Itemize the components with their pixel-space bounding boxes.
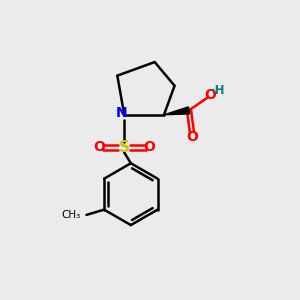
Polygon shape xyxy=(164,107,190,115)
Text: O: O xyxy=(186,130,198,144)
Text: O: O xyxy=(93,140,105,154)
Text: S: S xyxy=(119,140,130,155)
Text: ·H: ·H xyxy=(211,84,226,97)
Text: N: N xyxy=(116,106,128,120)
Text: O: O xyxy=(143,140,155,154)
Text: CH₃: CH₃ xyxy=(62,210,81,220)
Text: O: O xyxy=(205,88,216,102)
